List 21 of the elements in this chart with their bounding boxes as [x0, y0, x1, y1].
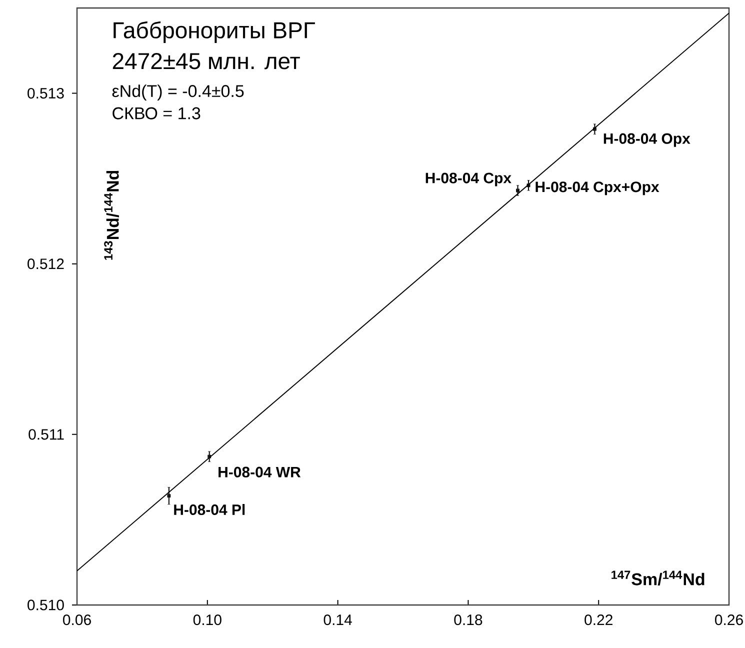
text: $^{143}$Nd/$^{144}$Nd	[104, 170, 120, 260]
y-tick-label: 0.511	[28, 429, 64, 440]
annotation: εNd(T) = -0.4±0.5	[112, 84, 244, 100]
x-tick-label: 0.18	[454, 614, 482, 626]
annotation: H-08-04 Opx	[604, 133, 690, 147]
x-tick-label: 0.06	[63, 614, 91, 626]
y-tick-label: 0.510	[28, 600, 64, 610]
x-tick-label: 0.26	[715, 614, 743, 626]
y-tick-label: 0.513	[28, 88, 64, 99]
annotation: H-08-04 Cpx+Opx	[536, 182, 660, 196]
text: 2472±45 млн. лет	[112, 52, 300, 70]
x-tick-label: 0.10	[193, 614, 222, 626]
annotation: H-08-04 Cpx	[426, 172, 512, 186]
annotation: H-08-04 Pl	[174, 504, 245, 516]
x-tick-label: 0.14	[324, 614, 352, 626]
y-tick-label: 0.512	[28, 258, 64, 270]
text: Габбронориты ВРГ	[114, 21, 315, 43]
annotation: СКВО = 1.3	[112, 107, 200, 120]
annotation: H-08-04 WR	[218, 466, 301, 478]
x-tick-label: 0.22	[584, 614, 612, 626]
text: $^{147}$Sm/$^{144}$Nd	[612, 570, 704, 586]
